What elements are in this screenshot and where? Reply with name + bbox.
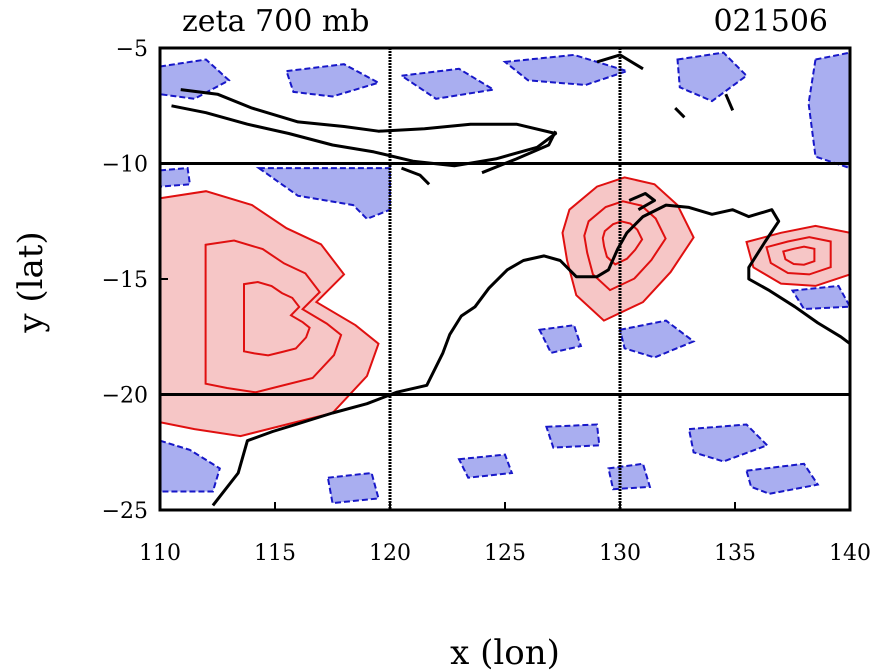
y-tick-label: −10 [102,153,148,178]
coastline [400,166,431,186]
gridlines [160,48,850,510]
negative-region [502,53,631,87]
positive-region [160,190,380,438]
coastline [211,203,850,507]
y-axis-label: y (lat) [11,231,51,333]
positive-contour [243,280,311,357]
positive-contour [204,239,343,394]
x-tick-label: 135 [714,541,756,566]
axis-ticks [159,47,851,511]
negative-region [807,51,850,170]
negative-region [160,58,231,100]
negative-region [676,51,749,103]
positive-contour [782,245,816,266]
y-tick-label: −15 [102,268,148,293]
coastlines [171,53,850,507]
negative-region [537,324,583,355]
negative-region [160,167,192,188]
negative-region [745,462,820,495]
coastline [171,88,558,168]
x-tick-label: 130 [599,541,641,566]
coastline [481,130,557,175]
title-right: 021506 [713,4,828,39]
x-tick-label: 140 [829,541,871,566]
negative-region [790,284,850,311]
negative-region [618,319,696,359]
negative-region [285,63,382,98]
y-tick-label: −20 [102,384,148,409]
y-tick-label: −5 [116,37,148,62]
negative-region [457,453,514,479]
coastline [628,192,656,212]
positive-contour [765,236,832,276]
x-tick-label: 125 [484,541,526,566]
positive-region [561,176,695,322]
title-left: zeta 700 mb [182,4,370,39]
x-tick-labels: 110 115 120 125 130 135 140 [139,541,871,566]
coastline [724,93,735,111]
x-tick-label: 115 [254,541,296,566]
y-tick-labels: −5 −10 −15 −20 −25 [102,37,148,524]
positive-vorticity-regions [160,176,850,438]
negative-region [398,67,497,100]
x-tick-label: 120 [369,541,411,566]
x-tick-label: 110 [139,541,181,566]
positive-contour [601,220,644,266]
positive-contour [583,200,667,292]
negative-region [545,423,601,449]
negative-region [326,471,380,505]
coastline [674,107,686,119]
negative-region [687,423,770,463]
negative-region [160,439,221,493]
y-tick-label: −25 [102,499,148,524]
negative-region [607,462,652,491]
x-axis-label: x (lon) [450,633,560,672]
